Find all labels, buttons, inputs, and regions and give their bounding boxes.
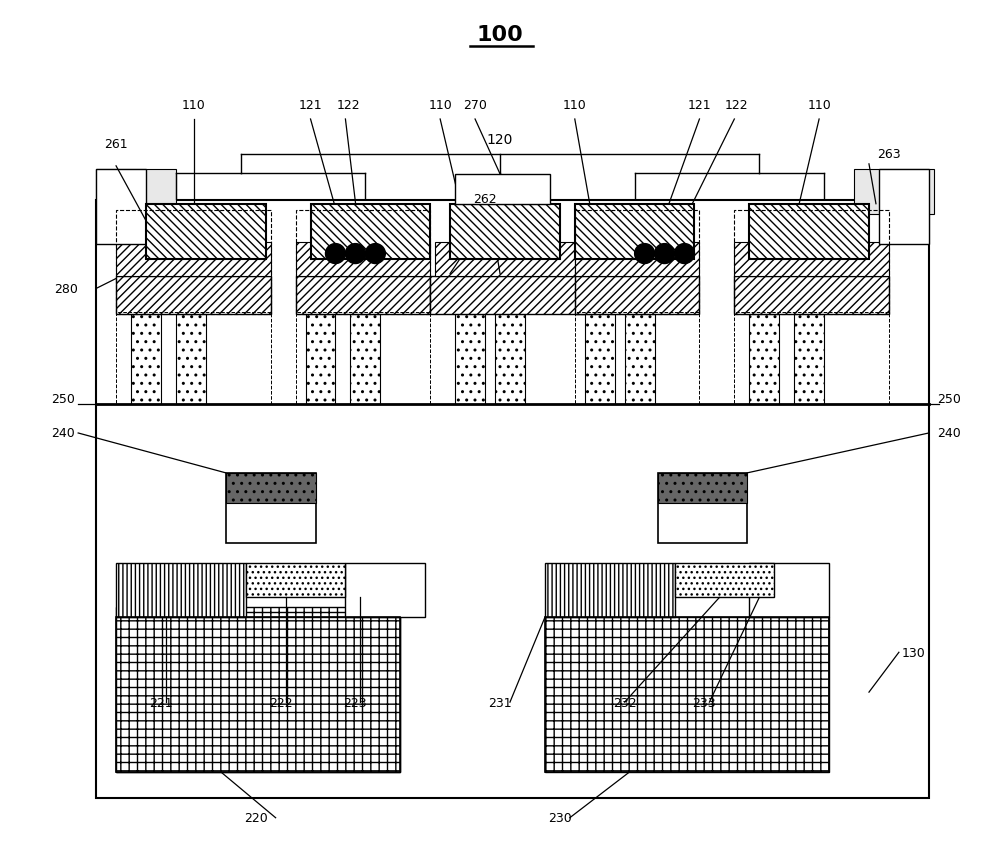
Text: 121: 121 [299, 98, 322, 112]
Text: 222: 222 [269, 696, 292, 709]
Bar [854, 170, 934, 214]
Bar [749, 563, 829, 618]
Text: 232: 232 [613, 696, 636, 709]
Bar [734, 211, 889, 315]
Bar [734, 313, 889, 404]
Circle shape [635, 244, 655, 264]
Bar [176, 315, 206, 404]
Bar [545, 563, 675, 618]
Bar [658, 473, 747, 503]
Text: 110: 110 [563, 98, 587, 112]
Circle shape [655, 244, 675, 264]
Bar [306, 315, 335, 404]
Text: 270: 270 [463, 98, 487, 112]
Bar [96, 200, 929, 798]
Bar [794, 315, 824, 404]
Bar [345, 563, 425, 618]
Bar [226, 473, 316, 543]
Bar [435, 242, 575, 277]
Bar [116, 242, 271, 277]
Text: 221: 221 [149, 696, 173, 709]
Bar [226, 473, 316, 503]
Text: 122: 122 [337, 98, 360, 112]
Bar [96, 170, 176, 214]
Bar [116, 607, 400, 772]
Text: 280: 280 [54, 282, 78, 296]
Text: 120: 120 [487, 133, 513, 147]
Bar [350, 315, 380, 404]
Bar [585, 315, 615, 404]
Text: 100: 100 [477, 26, 523, 45]
Text: 110: 110 [428, 98, 452, 112]
Bar [246, 563, 345, 598]
Bar [296, 277, 430, 315]
Bar [734, 277, 889, 315]
Bar [879, 170, 929, 244]
Bar [450, 205, 560, 259]
Text: 240: 240 [937, 427, 961, 440]
Bar [96, 170, 146, 244]
Text: 231: 231 [488, 696, 512, 709]
Bar [545, 618, 829, 772]
Circle shape [675, 244, 694, 264]
Bar [575, 313, 699, 404]
Bar [296, 211, 430, 315]
Bar [116, 563, 246, 618]
Bar [311, 205, 430, 259]
Bar [116, 211, 271, 315]
Circle shape [345, 244, 365, 264]
Text: 233: 233 [693, 696, 716, 709]
Circle shape [325, 244, 345, 264]
Text: 263: 263 [877, 148, 901, 161]
Bar [116, 618, 400, 772]
Bar [455, 315, 485, 404]
Bar [625, 315, 655, 404]
Bar [575, 277, 699, 315]
Text: 130: 130 [902, 646, 926, 659]
Bar [675, 563, 774, 598]
Bar [749, 205, 869, 259]
Bar [575, 205, 694, 259]
Text: 250: 250 [51, 392, 75, 405]
Bar [146, 205, 266, 259]
Bar [296, 313, 430, 404]
Bar [116, 277, 271, 315]
Bar [749, 315, 779, 404]
Bar [455, 175, 550, 205]
Bar [116, 313, 271, 404]
Bar [545, 618, 829, 772]
Circle shape [365, 244, 385, 264]
Text: 110: 110 [807, 98, 831, 112]
Bar [131, 315, 161, 404]
Text: 230: 230 [548, 811, 572, 824]
Bar [575, 242, 699, 277]
Bar [430, 277, 585, 315]
Text: 262: 262 [473, 193, 497, 206]
Text: 240: 240 [51, 427, 75, 440]
Bar [734, 242, 889, 277]
Text: 121: 121 [688, 98, 711, 112]
Bar [658, 473, 747, 543]
Bar [296, 242, 430, 277]
Bar [495, 315, 525, 404]
Text: 223: 223 [344, 696, 367, 709]
Bar [575, 211, 699, 315]
Text: 250: 250 [937, 392, 961, 405]
Text: 122: 122 [725, 98, 748, 112]
Text: 220: 220 [244, 811, 268, 824]
Bar [116, 618, 400, 772]
Text: 110: 110 [182, 98, 206, 112]
Text: 261: 261 [104, 138, 128, 151]
